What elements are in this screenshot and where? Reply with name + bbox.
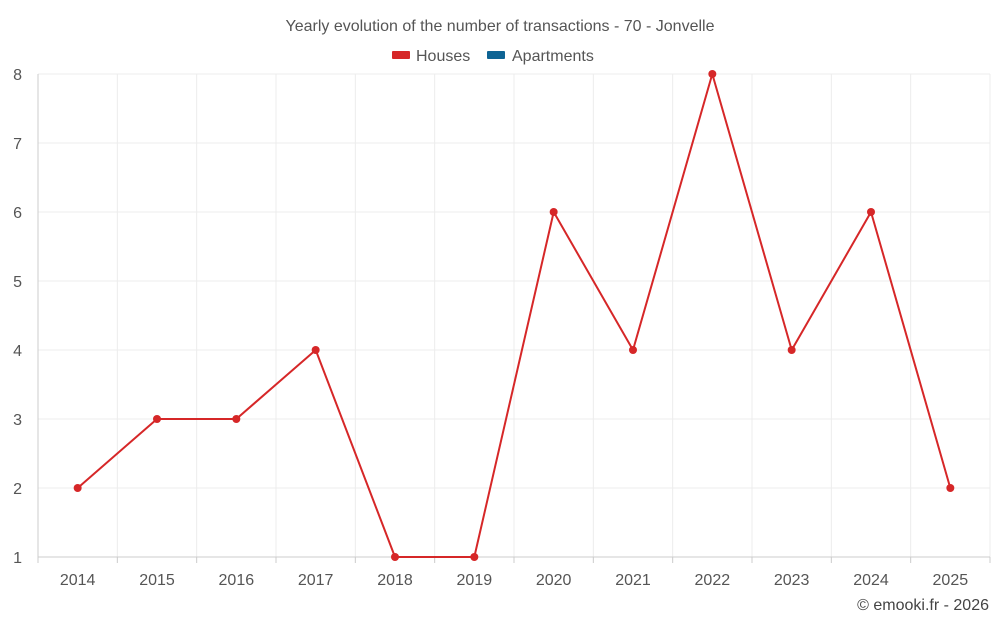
series-houses [73, 70, 955, 561]
y-tick-label: 1 [13, 550, 22, 567]
data-point-houses[interactable] [946, 484, 955, 492]
series-line-houses [77, 73, 952, 558]
y-tick-label: 4 [13, 343, 22, 360]
y-tick-label: 5 [13, 274, 22, 291]
data-point-houses[interactable] [629, 346, 637, 354]
legend-item-apartments[interactable]: Apartments [487, 48, 594, 65]
x-tick-label: 2020 [536, 572, 572, 589]
y-tick-label: 6 [13, 205, 22, 222]
x-axis-ticks: 2014 2015 2016 2017 2018 2019 2020 2021 2022 2023… [60, 572, 968, 589]
data-point-houses[interactable] [311, 346, 320, 354]
x-tick-label: 2024 [853, 572, 889, 589]
data-point-houses[interactable] [470, 553, 479, 561]
legend-item-houses[interactable]: Houses [392, 48, 470, 65]
credit-text: © emooki.fr - 2026 [857, 597, 989, 614]
x-tick-label: 2018 [377, 572, 413, 589]
data-point-houses[interactable] [787, 346, 796, 354]
x-tick-label: 2017 [298, 572, 334, 589]
legend-swatch-houses [392, 51, 410, 59]
legend: Houses Apartments [392, 48, 594, 65]
grid [37, 73, 991, 557]
data-point-houses[interactable] [153, 415, 161, 423]
legend-label-houses: Houses [416, 48, 470, 65]
data-point-houses[interactable] [708, 70, 717, 78]
data-point-houses[interactable] [232, 415, 241, 423]
x-tick-label: 2025 [933, 572, 969, 589]
data-point-houses[interactable] [867, 208, 875, 216]
legend-label-apartments: Apartments [512, 48, 594, 65]
x-tick-label: 2016 [219, 572, 255, 589]
y-tick-label: 7 [13, 136, 22, 153]
y-tick-label: 2 [13, 481, 22, 498]
legend-swatch-apartments [487, 51, 505, 59]
x-tick-label: 2019 [457, 572, 493, 589]
x-tick-label: 2023 [774, 572, 810, 589]
x-tick-label: 2021 [615, 572, 651, 589]
y-tick-label: 8 [13, 67, 22, 84]
axes [37, 74, 991, 563]
data-point-houses[interactable] [549, 208, 558, 216]
y-tick-label: 3 [13, 412, 22, 429]
x-tick-label: 2015 [139, 572, 175, 589]
x-tick-label: 2022 [695, 572, 731, 589]
x-tick-label: 2014 [60, 572, 96, 589]
data-point-houses[interactable] [391, 553, 399, 561]
data-point-houses[interactable] [73, 484, 82, 492]
chart-title: Yearly evolution of the number of transa… [286, 18, 715, 35]
y-axis-ticks: 1 2 3 4 5 6 7 8 [13, 67, 22, 567]
